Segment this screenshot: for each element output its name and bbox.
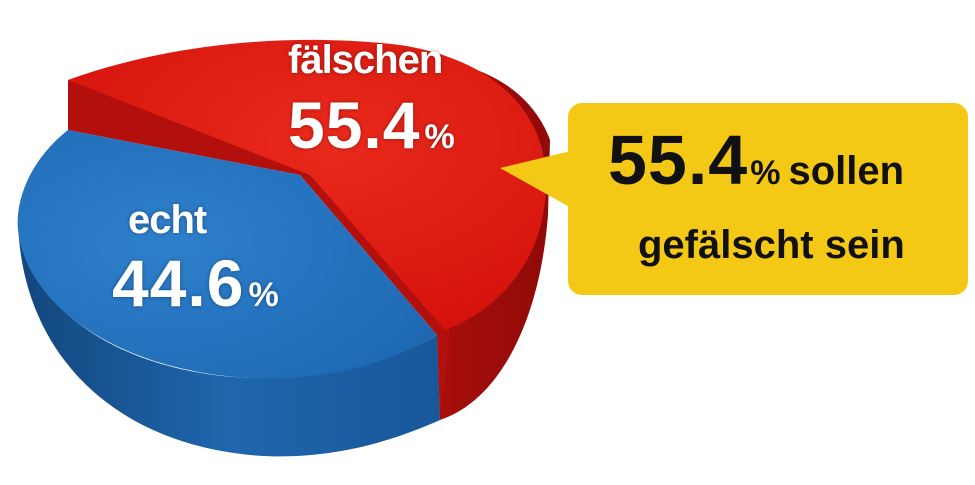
callout-value: 55.4 — [608, 121, 749, 199]
echt-label: echt — [128, 198, 207, 242]
echt-value: 44.6 — [112, 246, 245, 320]
pie-slice-echt — [17, 130, 440, 457]
echt-value-label: 44.6% — [112, 250, 279, 316]
falschen-label: fälschen — [288, 38, 443, 82]
callout-text-2: gefälscht sein — [638, 223, 905, 267]
falschen-value: 55.4 — [288, 88, 421, 162]
falschen-unit: % — [424, 118, 455, 156]
echt-name: echt — [128, 198, 207, 242]
falschen-name: fälschen — [288, 38, 443, 82]
pie-slice-echt-side — [18, 215, 440, 457]
annotation-callout: 55.4% sollen gefälscht sein — [568, 103, 968, 295]
callout-pointer — [500, 150, 575, 210]
pie-slice-echt-top — [17, 130, 438, 379]
callout-unit: % — [750, 154, 781, 192]
pie-slice-falschen — [68, 39, 550, 421]
falschen-value-label: 55.4% — [288, 92, 455, 158]
echt-unit: % — [248, 276, 279, 314]
callout-text-1: sollen — [788, 149, 905, 193]
callout-line-1: 55.4% sollen — [608, 125, 904, 195]
pie-slice-falschen-top — [68, 39, 547, 331]
